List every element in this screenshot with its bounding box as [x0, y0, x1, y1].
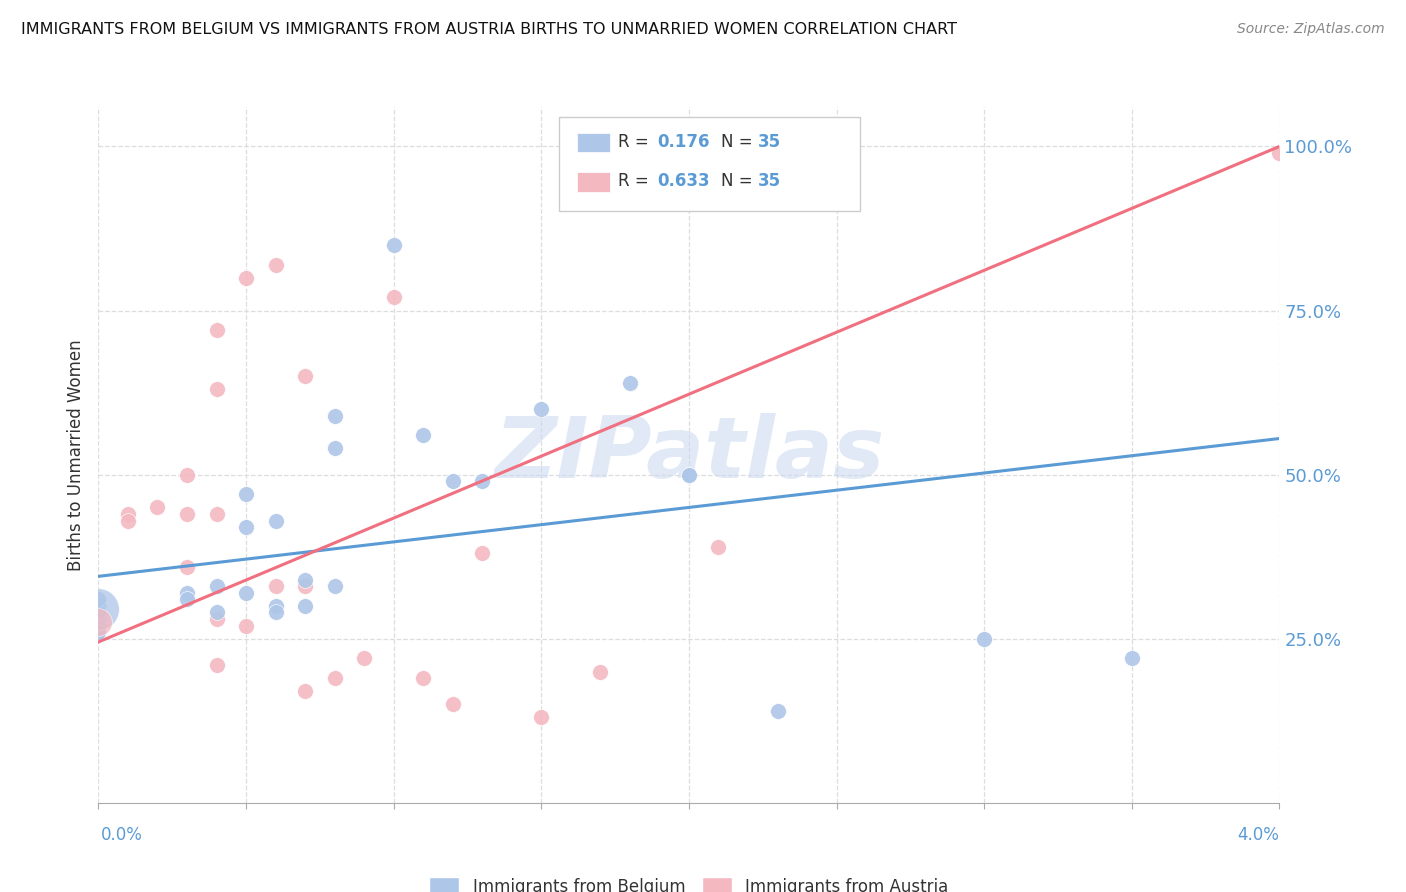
Point	[530, 710, 553, 724]
Point	[619, 376, 641, 390]
Point	[205, 382, 228, 396]
Point	[87, 606, 110, 620]
FancyBboxPatch shape	[560, 118, 860, 211]
Text: 35: 35	[758, 172, 780, 191]
Point	[117, 514, 139, 528]
Text: N =: N =	[721, 172, 758, 191]
Point	[87, 606, 110, 620]
Point	[87, 625, 110, 640]
Point	[737, 153, 759, 167]
Point	[87, 612, 110, 626]
Text: N =: N =	[721, 133, 758, 151]
Point	[87, 625, 110, 640]
Text: 0.176: 0.176	[657, 133, 710, 151]
Point	[235, 618, 257, 632]
Point	[973, 632, 995, 646]
Point	[382, 290, 405, 304]
Point	[205, 612, 228, 626]
Point	[87, 618, 110, 632]
Point	[176, 467, 198, 482]
Point	[1268, 146, 1291, 161]
Point	[235, 487, 257, 501]
Point	[589, 665, 612, 679]
Point	[87, 602, 110, 616]
Point	[205, 657, 228, 672]
Point	[678, 146, 700, 161]
Text: 0.633: 0.633	[657, 172, 710, 191]
Text: 0.0%: 0.0%	[101, 826, 143, 844]
Point	[323, 409, 346, 423]
Point	[323, 671, 346, 685]
Text: ZIPatlas: ZIPatlas	[494, 413, 884, 497]
Point	[530, 401, 553, 416]
Text: IMMIGRANTS FROM BELGIUM VS IMMIGRANTS FROM AUSTRIA BIRTHS TO UNMARRIED WOMEN COR: IMMIGRANTS FROM BELGIUM VS IMMIGRANTS FR…	[21, 22, 957, 37]
Point	[205, 323, 228, 337]
Point	[264, 606, 287, 620]
Text: R =: R =	[619, 172, 654, 191]
Point	[678, 467, 700, 482]
Point	[235, 586, 257, 600]
Point	[176, 507, 198, 521]
Point	[205, 606, 228, 620]
Point	[87, 615, 110, 630]
Text: 4.0%: 4.0%	[1237, 826, 1279, 844]
Point	[264, 579, 287, 593]
Point	[294, 369, 316, 384]
Point	[87, 612, 110, 626]
Text: R =: R =	[619, 133, 654, 151]
Point	[294, 573, 316, 587]
Point	[264, 514, 287, 528]
FancyBboxPatch shape	[576, 133, 610, 153]
Point	[471, 474, 494, 488]
Y-axis label: Births to Unmarried Women: Births to Unmarried Women	[66, 339, 84, 571]
Point	[87, 625, 110, 640]
Point	[146, 500, 169, 515]
Point	[235, 520, 257, 534]
Point	[766, 704, 789, 718]
Point	[471, 546, 494, 560]
Point	[117, 507, 139, 521]
Point	[678, 467, 700, 482]
Point	[87, 618, 110, 632]
Point	[382, 238, 405, 252]
Point	[87, 618, 110, 632]
Point	[294, 599, 316, 613]
Legend: Immigrants from Belgium, Immigrants from Austria: Immigrants from Belgium, Immigrants from…	[423, 871, 955, 892]
Point	[87, 599, 110, 613]
Point	[353, 651, 375, 665]
Point	[235, 270, 257, 285]
Point	[176, 559, 198, 574]
Point	[412, 428, 434, 442]
Text: 35: 35	[758, 133, 780, 151]
Point	[707, 540, 730, 554]
Point	[176, 592, 198, 607]
Point	[264, 258, 287, 272]
Point	[412, 671, 434, 685]
Point	[87, 618, 110, 632]
Point	[264, 599, 287, 613]
Point	[323, 579, 346, 593]
Point	[323, 442, 346, 456]
Point	[1121, 651, 1143, 665]
Text: Source: ZipAtlas.com: Source: ZipAtlas.com	[1237, 22, 1385, 37]
Point	[441, 474, 464, 488]
Point	[294, 579, 316, 593]
Point	[205, 507, 228, 521]
Point	[87, 592, 110, 607]
Point	[87, 612, 110, 626]
Point	[441, 698, 464, 712]
Point	[205, 579, 228, 593]
Point	[176, 586, 198, 600]
FancyBboxPatch shape	[576, 172, 610, 192]
Point	[294, 684, 316, 698]
